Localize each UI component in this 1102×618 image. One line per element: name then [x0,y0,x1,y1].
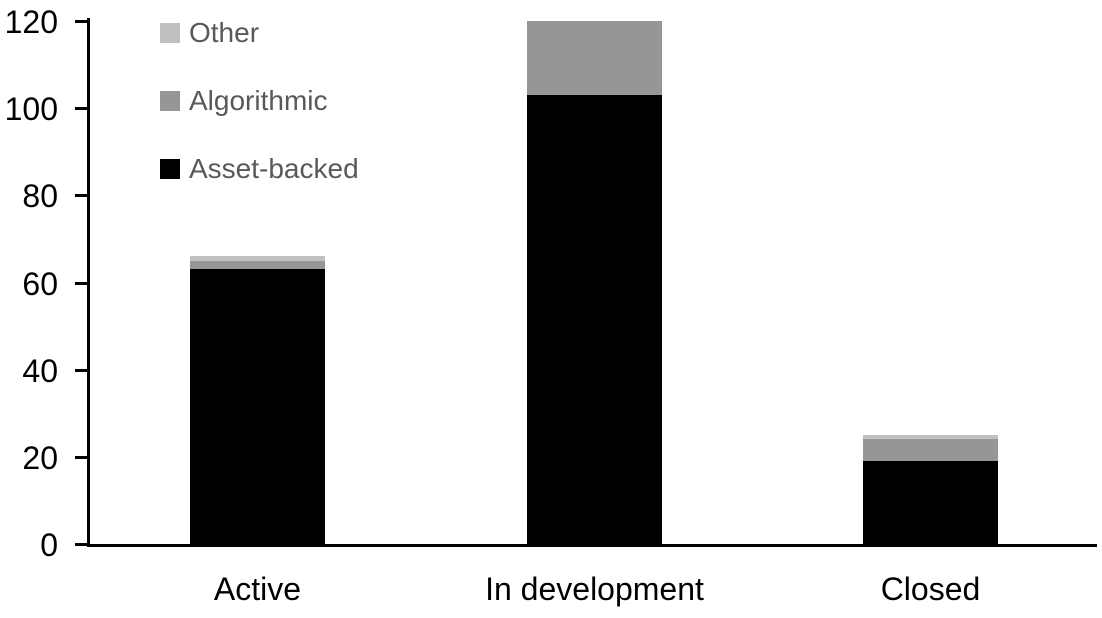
y-tick-mark [75,107,87,111]
y-tick-label: 120 [4,4,58,40]
y-tick-label: 60 [22,265,58,302]
legend-label: Other [189,17,260,48]
bar-segment-asset-backed-active [190,269,325,544]
legend-swatch-icon [160,159,180,179]
y-tick-label: 40 [22,352,58,389]
y-tick-mark [75,20,87,23]
y-tick-mark [75,543,87,546]
y-tick-mark [75,455,87,459]
bar-segment-algorithmic-in-development [527,21,662,96]
bar-segment-other-closed [863,435,998,440]
legend-item-other: Other [160,17,359,48]
x-category-label: Active [213,571,302,607]
legend-label: Algorithmic [189,85,328,116]
bar-segment-asset-backed-in-development [527,95,662,544]
x-category-label: In development [485,571,704,607]
bar-segment-algorithmic-closed [863,439,998,462]
y-tick-mark [75,368,87,372]
y-tick-label: 100 [4,91,58,128]
y-tick-mark [75,194,87,198]
legend-swatch-icon [160,23,180,43]
legend-swatch-icon [160,91,180,111]
bar-segment-asset-backed-closed [863,461,998,544]
legend: Other Algorithmic Asset-backed [160,17,359,225]
legend-label: Asset-backed [189,153,359,184]
x-category-label: Closed [880,571,981,607]
legend-item-algorithmic: Algorithmic [160,85,359,116]
legend-item-asset-backed: Asset-backed [160,153,359,184]
y-axis-line [87,18,90,547]
bar-segment-other-active [190,256,325,261]
bar-segment-algorithmic-active [190,260,325,270]
y-tick-label: 20 [22,439,58,476]
y-tick-label: 80 [22,178,58,215]
y-tick-mark [75,281,87,285]
x-axis-line [87,544,1097,547]
y-tick-label: 0 [40,527,58,563]
